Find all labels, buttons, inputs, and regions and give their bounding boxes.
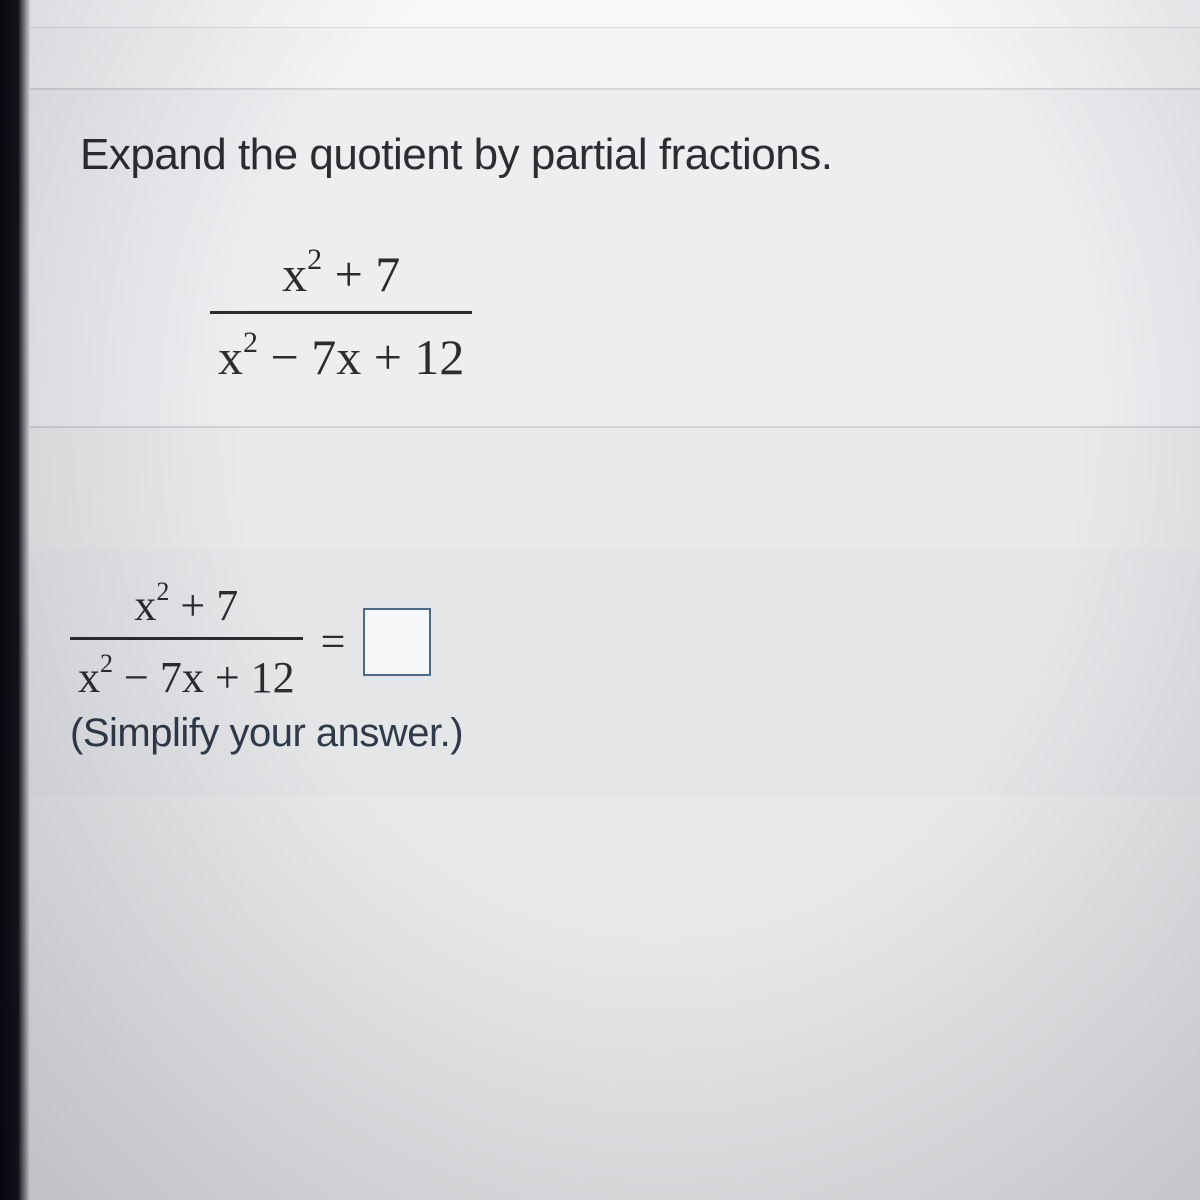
numerator-var: x [282, 246, 307, 302]
answer-denominator: x2 − 7x + 12 [70, 640, 303, 703]
answer-hint: (Simplify your answer.) [70, 711, 1160, 756]
question-expression: x2 + 7 x2 − 7x + 12 [210, 245, 472, 386]
answer-equation-row: x2 + 7 x2 − 7x + 12 = [70, 580, 1160, 703]
numerator-exponent: 2 [307, 243, 322, 276]
fraction-denominator: x2 − 7x + 12 [210, 314, 472, 386]
answer-numerator: x2 + 7 [70, 580, 303, 640]
device-bezel [0, 0, 30, 1200]
denominator-exponent: 2 [243, 326, 258, 359]
answer-numerator-exponent: 2 [156, 577, 169, 606]
answer-numerator-var: x [134, 581, 156, 630]
equals-sign: = [321, 616, 346, 667]
denominator-var: x [218, 329, 243, 385]
answer-numerator-rest: + 7 [169, 581, 238, 630]
question-fraction: x2 + 7 x2 − 7x + 12 [210, 245, 472, 386]
question-prompt: Expand the quotient by partial fractions… [80, 130, 1150, 180]
window-chrome-strip [30, 0, 1200, 28]
question-panel: Expand the quotient by partial fractions… [30, 90, 1200, 428]
numerator-rest: + 7 [322, 246, 400, 302]
toolbar-placeholder [30, 28, 1200, 90]
fraction-numerator: x2 + 7 [210, 245, 472, 314]
answer-input[interactable] [363, 608, 431, 676]
answer-fraction: x2 + 7 x2 − 7x + 12 [70, 580, 303, 703]
answer-denominator-exponent: 2 [100, 649, 113, 678]
answer-denominator-var: x [78, 653, 100, 702]
denominator-rest: − 7x + 12 [258, 329, 464, 385]
answer-panel: x2 + 7 x2 − 7x + 12 = (Simplify your ans… [30, 550, 1200, 796]
answer-denominator-rest: − 7x + 12 [113, 653, 295, 702]
